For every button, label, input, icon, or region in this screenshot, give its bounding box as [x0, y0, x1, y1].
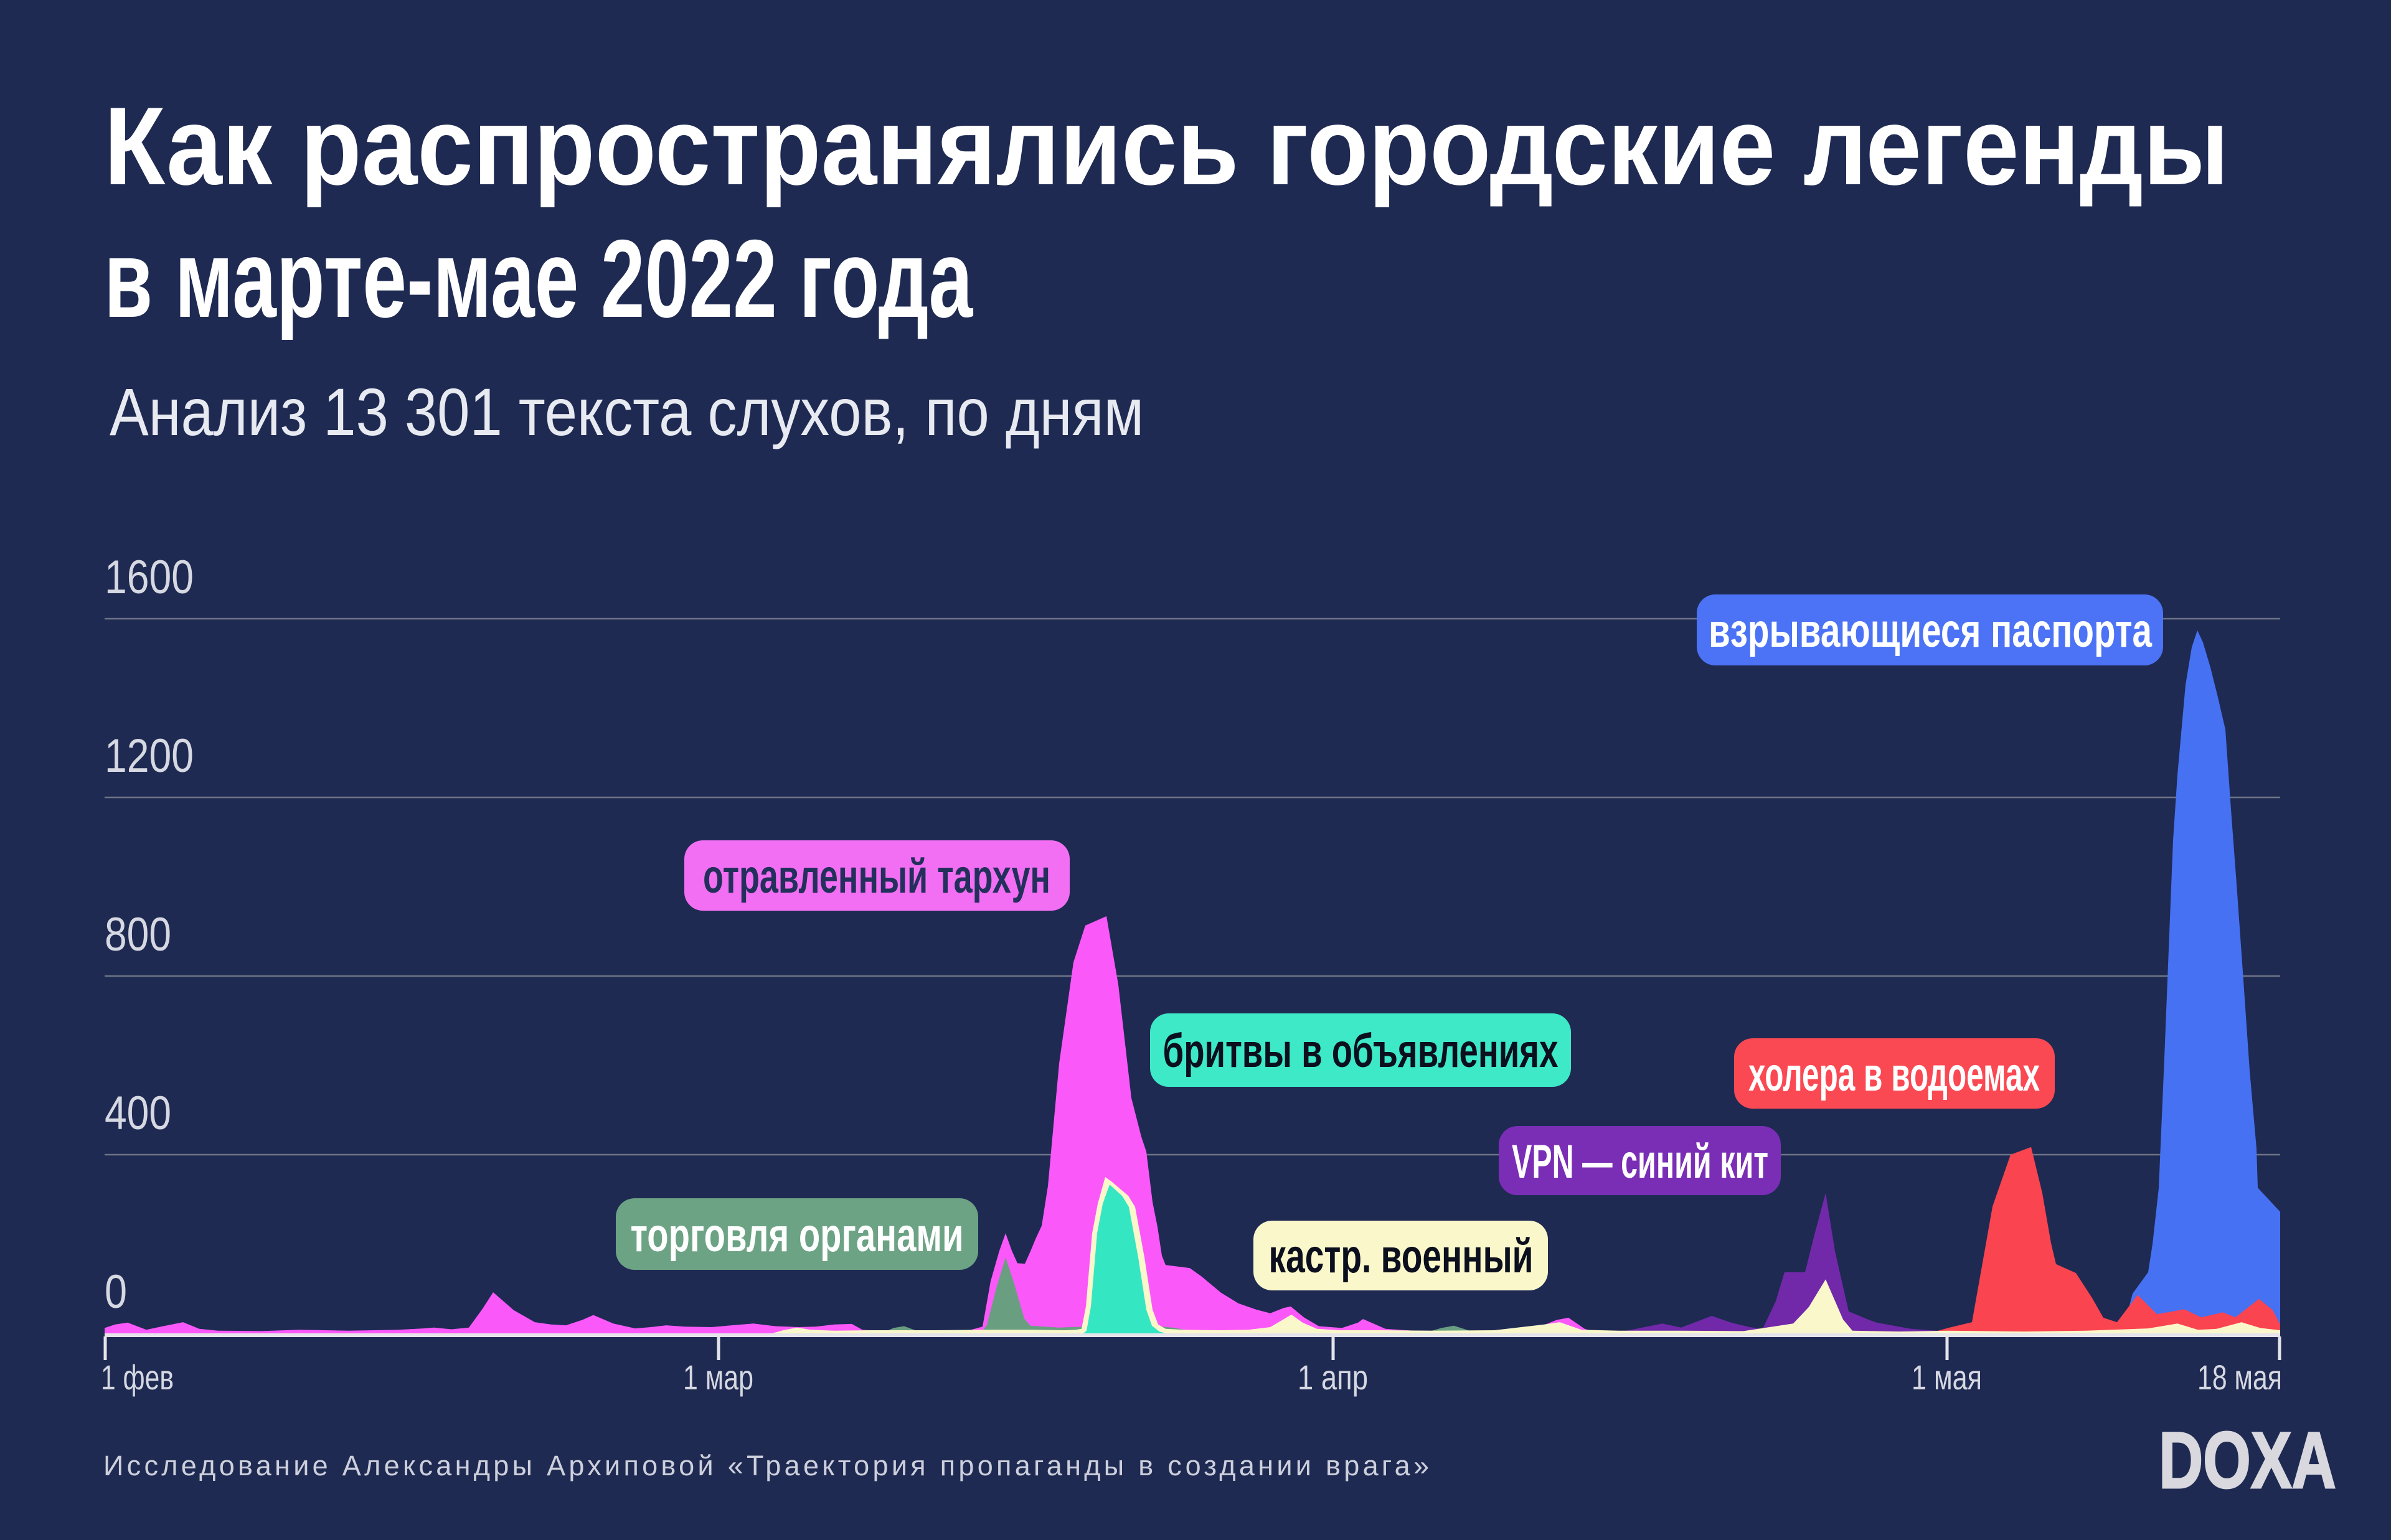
svg-text:взрывающиеся паспорта: взрывающиеся паспорта [1709, 604, 2153, 657]
svg-text:1 мар: 1 мар [683, 1358, 753, 1397]
svg-text:1 апр: 1 апр [1298, 1358, 1368, 1397]
svg-text:400: 400 [105, 1087, 171, 1140]
svg-text:1 мая: 1 мая [1912, 1358, 1982, 1397]
svg-text:торговля органами: торговля органами [631, 1209, 964, 1262]
svg-text:18 мая: 18 мая [2197, 1358, 2282, 1397]
svg-text:холера в водоемах: холера в водоемах [1748, 1048, 2040, 1101]
svg-text:VPN — синий кит: VPN — синий кит [1512, 1135, 1768, 1188]
svg-text:бритвы в объявлениях: бритвы в объявлениях [1163, 1025, 1559, 1078]
svg-text:кастр. военный: кастр. военный [1269, 1230, 1534, 1283]
svg-text:отравленный тархун: отравленный тархун [703, 850, 1050, 903]
svg-text:800: 800 [105, 908, 171, 961]
svg-text:1200: 1200 [105, 730, 194, 782]
svg-text:1 фев: 1 фев [101, 1358, 174, 1397]
svg-text:0: 0 [105, 1265, 127, 1318]
svg-text:1600: 1600 [105, 551, 194, 604]
